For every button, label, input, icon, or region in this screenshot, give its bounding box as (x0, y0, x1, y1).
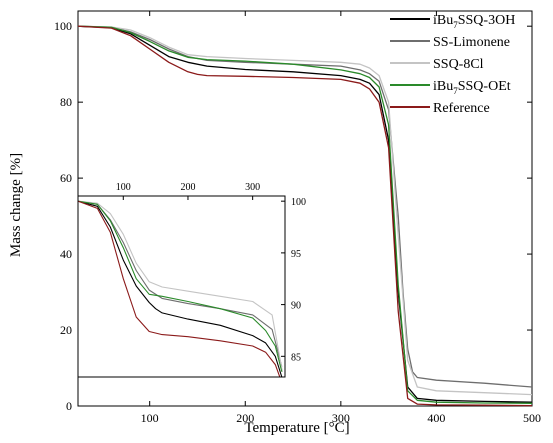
x-tick-label: 100 (141, 411, 159, 425)
inset-y-tick-label: 85 (291, 352, 301, 363)
main-series-layer (77, 25, 533, 407)
legend-entry: SS-Limonene (433, 35, 510, 50)
inset-y-tick-label: 100 (291, 197, 306, 208)
inset-x-tick-label: 300 (245, 182, 260, 193)
y-tick-label: 60 (60, 171, 72, 185)
x-tick-label: 400 (427, 411, 445, 425)
legend-label-base: iBu (433, 79, 453, 94)
inset-chart: 100 200 300 85 90 95 100 (77, 182, 306, 378)
legend-entry: SSQ-8Cl (433, 57, 484, 72)
y-axis-title: Mass change [%] (8, 153, 24, 257)
legend-entry: iBu7SSQ-3OH (433, 13, 515, 30)
x-tick-label: 500 (523, 411, 541, 425)
series-line-reference (77, 25, 533, 407)
inset-x-tick-label: 200 (180, 182, 195, 193)
inset-background (78, 196, 285, 377)
inset-frame (77, 195, 286, 378)
legend-entry: iBu7SSQ-OEt (433, 79, 511, 96)
inset-y-tick-label: 90 (291, 301, 301, 312)
series-line-ss-limonene (77, 25, 533, 388)
legend-label-base: iBu (433, 13, 453, 28)
legend-entry: Reference (433, 101, 490, 116)
inset-x-tick-label: 100 (116, 182, 131, 193)
inset-y-tick-label: 95 (291, 249, 301, 260)
inset-series-layer (78, 200, 283, 377)
y-tick-label: 40 (60, 247, 72, 261)
x-tick-label: 300 (332, 411, 350, 425)
legend: iBu7SSQ-3OHSS-LimoneneSSQ-8CliBu7SSQ-OEt… (390, 13, 515, 116)
legend-label-subscript: 7 (453, 20, 458, 30)
y-tick-label: 100 (54, 19, 72, 33)
inset-series-line-ssq-8cl (78, 200, 283, 372)
y-tick-label: 0 (66, 399, 72, 413)
y-tick-label: 80 (60, 95, 72, 109)
legend-label-subscript: 7 (453, 86, 458, 96)
x-axis-title: Temperature [°C] (244, 420, 349, 436)
y-tick-label: 20 (60, 323, 72, 337)
series-line-ibu7ssq-3oh (77, 25, 533, 403)
series-line-ibu7ssq-oet (77, 25, 533, 404)
inset-series-line-ibu7ssq-3oh (78, 200, 283, 377)
inset-series-line-ibu7ssq-oet (78, 200, 283, 372)
legend-label-rest: SSQ-3OH (458, 13, 516, 28)
inset-series-line-reference (78, 200, 281, 377)
legend-label-rest: SSQ-OEt (458, 79, 511, 94)
x-tick-label: 200 (236, 411, 254, 425)
series-line-ssq-8cl (77, 25, 533, 396)
